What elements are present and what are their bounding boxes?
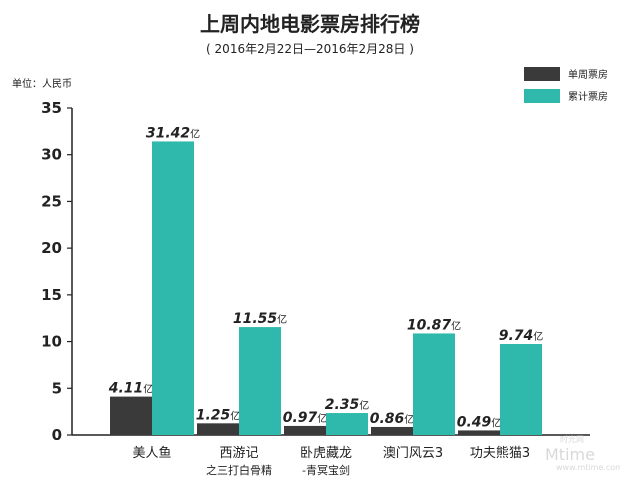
data-label-weekly: 1.25亿 bbox=[196, 407, 241, 423]
bar-weekly bbox=[371, 426, 413, 435]
data-label-cumulative: 9.74亿 bbox=[499, 328, 544, 344]
bar-cumulative bbox=[152, 141, 194, 435]
watermark: 时光网 Mtime www.mtime.com bbox=[545, 434, 620, 472]
y-tick-label: 5 bbox=[52, 379, 62, 397]
data-label-weekly: 0.86亿 bbox=[370, 411, 415, 427]
x-category-sublabel: 之三打白骨精 bbox=[206, 463, 272, 477]
x-category-sublabel: -青冥宝剑 bbox=[302, 463, 350, 477]
data-label-cumulative: 11.55亿 bbox=[233, 311, 287, 327]
watermark-url: www.mtime.com bbox=[556, 463, 620, 472]
data-label-weekly: 0.49亿 bbox=[457, 414, 502, 430]
chart-title: 上周内地电影票房排行榜 bbox=[200, 12, 420, 36]
y-tick-label: 10 bbox=[41, 333, 62, 351]
unit-label: 单位：人民币 bbox=[12, 77, 72, 90]
x-category-label: 功夫熊猫3 bbox=[470, 445, 530, 461]
legend-label-weekly: 单周票房 bbox=[568, 68, 608, 81]
legend-label-cumulative: 累计票房 bbox=[568, 90, 608, 103]
y-tick-label: 35 bbox=[41, 99, 62, 117]
bar-weekly bbox=[284, 425, 326, 435]
bar-cumulative bbox=[413, 333, 455, 435]
legend-swatch-cumulative bbox=[524, 89, 560, 103]
watermark-brand: Mtime bbox=[545, 445, 595, 464]
watermark-site-cn: 时光网 bbox=[560, 434, 584, 444]
y-tick-label: 15 bbox=[41, 286, 62, 304]
x-category-label: 卧虎藏龙 bbox=[300, 446, 352, 461]
bar-cumulative bbox=[239, 327, 281, 435]
data-label-weekly: 4.11亿 bbox=[108, 381, 154, 397]
bar-cumulative bbox=[500, 344, 542, 435]
bar-cumulative bbox=[326, 413, 368, 435]
data-label-weekly: 0.97亿 bbox=[283, 410, 328, 426]
bar-weekly bbox=[197, 423, 239, 435]
y-tick-label: 25 bbox=[41, 192, 62, 210]
data-label-cumulative: 2.35亿 bbox=[325, 397, 370, 413]
x-category-label: 澳门风云3 bbox=[383, 445, 443, 461]
x-category-label: 美人鱼 bbox=[132, 445, 171, 461]
data-label-cumulative: 31.42亿 bbox=[146, 125, 200, 141]
data-label-cumulative: 10.87亿 bbox=[407, 317, 461, 333]
x-category-label: 西游记 bbox=[219, 446, 258, 461]
legend: 单周票房 累计票房 bbox=[524, 67, 608, 103]
bar-weekly bbox=[458, 430, 500, 435]
y-tick-label: 0 bbox=[52, 426, 62, 444]
bar-weekly bbox=[110, 396, 152, 435]
y-tick-label: 20 bbox=[41, 239, 62, 257]
chart-subtitle: ( 2016年2月22日—2016年2月28日 ) bbox=[206, 42, 414, 56]
legend-swatch-weekly bbox=[524, 67, 560, 81]
y-tick-label: 30 bbox=[41, 146, 62, 164]
